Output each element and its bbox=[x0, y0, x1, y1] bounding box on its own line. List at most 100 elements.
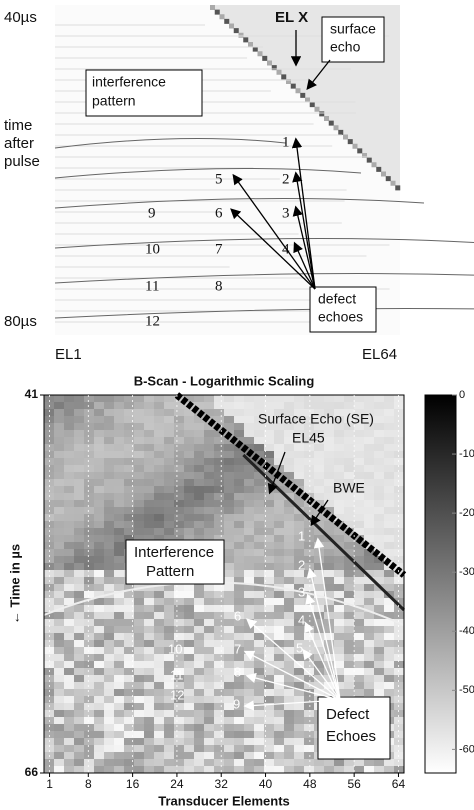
texture-cell bbox=[64, 444, 75, 452]
texture-cell bbox=[344, 402, 355, 410]
texture-cell bbox=[334, 472, 345, 480]
texture-cell bbox=[54, 752, 65, 760]
texture-cell bbox=[374, 675, 385, 683]
texture-cell bbox=[64, 731, 75, 739]
texture-cell bbox=[214, 605, 225, 613]
texture-cell bbox=[74, 633, 85, 641]
y-tick-label: 66 bbox=[25, 765, 39, 779]
texture-cell bbox=[334, 402, 345, 410]
texture-cell bbox=[174, 507, 185, 515]
texture-cell bbox=[214, 640, 225, 648]
texture-cell bbox=[394, 612, 405, 620]
texture-cell bbox=[314, 640, 325, 648]
echo-step bbox=[362, 153, 367, 158]
texture-cell bbox=[84, 556, 95, 564]
texture-cell bbox=[164, 598, 175, 606]
texture-cell bbox=[214, 500, 225, 508]
texture-cell bbox=[144, 598, 155, 606]
texture-cell bbox=[124, 584, 135, 592]
x-tick-label: 16 bbox=[126, 777, 140, 791]
texture-cell bbox=[164, 647, 175, 655]
texture-cell bbox=[104, 507, 115, 515]
texture-cell bbox=[304, 472, 315, 480]
texture-cell bbox=[284, 654, 295, 662]
texture-cell bbox=[54, 409, 65, 417]
texture-cell bbox=[274, 752, 285, 760]
texture-cell bbox=[94, 570, 105, 578]
texture-cell bbox=[214, 507, 225, 515]
texture-cell bbox=[214, 479, 225, 487]
texture-cell bbox=[304, 640, 315, 648]
texture-cell bbox=[124, 430, 135, 438]
texture-cell bbox=[394, 752, 405, 760]
texture-cell bbox=[114, 605, 125, 613]
texture-cell bbox=[84, 668, 95, 676]
texture-cell bbox=[344, 486, 355, 494]
texture-cell bbox=[324, 402, 335, 410]
texture-cell bbox=[104, 626, 115, 634]
texture-cell bbox=[54, 444, 65, 452]
texture-cell bbox=[164, 717, 175, 725]
texture-cell bbox=[84, 591, 95, 599]
annotation: EL64 bbox=[362, 346, 397, 363]
texture-cell bbox=[104, 605, 115, 613]
texture-cell bbox=[64, 612, 75, 620]
texture-cell bbox=[244, 556, 255, 564]
texture-cell bbox=[94, 759, 105, 767]
texture-cell bbox=[324, 577, 335, 585]
texture-cell bbox=[334, 395, 345, 403]
texture-cell bbox=[244, 591, 255, 599]
texture-cell bbox=[394, 409, 405, 417]
texture-cell bbox=[284, 542, 295, 550]
texture-cell bbox=[104, 577, 115, 585]
texture-cell bbox=[364, 402, 375, 410]
texture-cell bbox=[54, 437, 65, 445]
colorbar-tick-label: -20 bbox=[459, 507, 474, 519]
texture-cell bbox=[174, 514, 185, 522]
texture-cell bbox=[234, 661, 245, 669]
texture-cell bbox=[134, 724, 145, 732]
texture-cell bbox=[184, 731, 195, 739]
texture-cell bbox=[284, 507, 295, 515]
texture-cell bbox=[64, 409, 75, 417]
texture-cell bbox=[284, 682, 295, 690]
texture-cell bbox=[294, 500, 305, 508]
texture-cell bbox=[114, 626, 125, 634]
texture-cell bbox=[94, 423, 105, 431]
texture-cell bbox=[394, 605, 405, 613]
texture-cell bbox=[84, 493, 95, 501]
texture-cell bbox=[134, 416, 145, 424]
texture-cell bbox=[294, 528, 305, 536]
texture-cell bbox=[204, 521, 215, 529]
texture-cell bbox=[274, 570, 285, 578]
texture-cell bbox=[384, 535, 395, 543]
texture-cell bbox=[64, 591, 75, 599]
echo-step bbox=[333, 125, 339, 131]
texture-cell bbox=[144, 521, 155, 529]
texture-cell bbox=[354, 598, 365, 606]
texture-cell bbox=[234, 514, 245, 522]
texture-cell bbox=[114, 668, 125, 676]
texture-cell bbox=[314, 584, 325, 592]
texture-cell bbox=[234, 416, 245, 424]
texture-cell bbox=[224, 675, 235, 683]
texture-cell bbox=[184, 675, 195, 683]
texture-cell bbox=[294, 465, 305, 473]
texture-cell bbox=[374, 402, 385, 410]
texture-cell bbox=[94, 724, 105, 732]
texture-cell bbox=[174, 703, 185, 711]
texture-cell bbox=[244, 577, 255, 585]
texture-cell bbox=[234, 626, 245, 634]
texture-cell bbox=[254, 395, 265, 403]
texture-cell bbox=[324, 570, 335, 578]
texture-cell bbox=[234, 542, 245, 550]
arrow bbox=[310, 499, 329, 527]
texture-cell bbox=[234, 556, 245, 564]
texture-cell bbox=[154, 409, 165, 417]
colorbar-tick-label: -40 bbox=[459, 625, 474, 637]
texture-cell bbox=[124, 521, 135, 529]
texture-cell bbox=[64, 549, 75, 557]
echo-step bbox=[324, 116, 329, 121]
texture-cell bbox=[154, 759, 165, 767]
